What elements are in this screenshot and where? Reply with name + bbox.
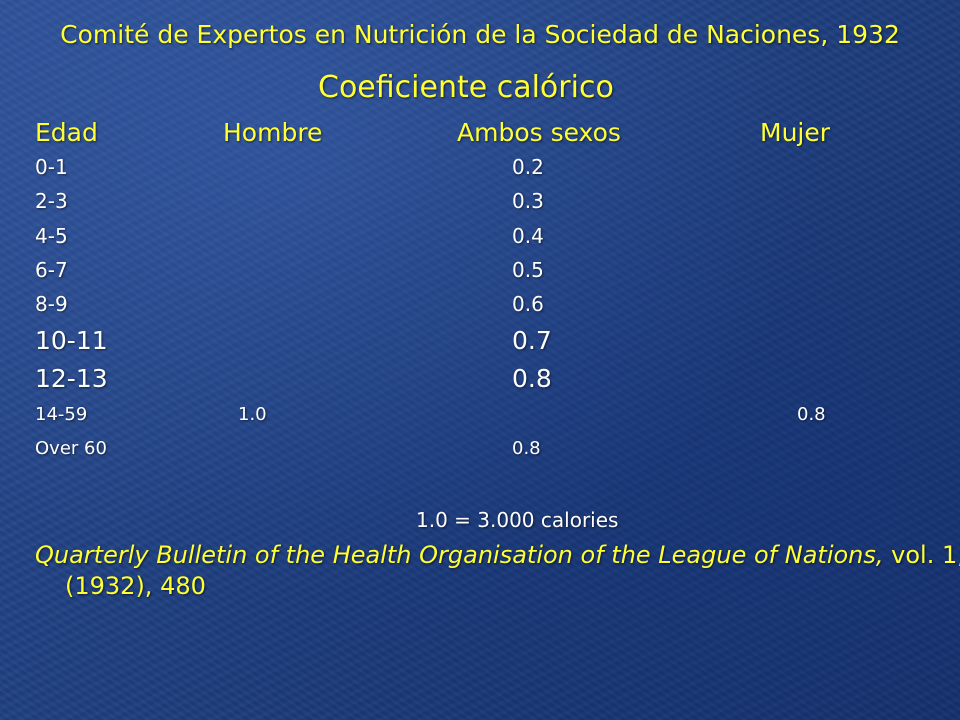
- row-age: 2-3: [35, 189, 68, 213]
- table-header-female: Mujer: [760, 118, 831, 147]
- slide-subtitle: Coeficiente calórico: [318, 70, 614, 105]
- row-age: Over 60: [35, 438, 107, 459]
- row-both-sexes: 0.3: [512, 189, 544, 213]
- row-both-sexes: 0.2: [512, 155, 544, 179]
- row-age: 0-1: [35, 155, 68, 179]
- citation: Quarterly Bulletin of the Health Organis…: [35, 540, 960, 602]
- row-male: 1.0: [238, 404, 267, 425]
- calorie-note: 1.0 = 3.000 calories: [416, 508, 619, 532]
- row-age: 10-11: [35, 326, 108, 355]
- row-both-sexes: 0.4: [512, 224, 544, 248]
- row-both-sexes: 0.5: [512, 258, 544, 282]
- row-age: 4-5: [35, 224, 68, 248]
- table-header-age: Edad: [35, 118, 98, 147]
- citation-details: vol. 1, (1932), 480: [65, 541, 960, 600]
- row-age: 6-7: [35, 258, 68, 282]
- row-both-sexes: 0.8: [512, 438, 541, 459]
- row-age: 8-9: [35, 292, 68, 316]
- row-female: 0.8: [797, 404, 826, 425]
- row-both-sexes: 0.7: [512, 326, 552, 355]
- citation-title: Quarterly Bulletin of the Health Organis…: [35, 541, 884, 569]
- table-header-male: Hombre: [223, 118, 323, 147]
- table-header-both: Ambos sexos: [457, 118, 621, 147]
- row-both-sexes: 0.6: [512, 292, 544, 316]
- row-both-sexes: 0.8: [512, 364, 552, 393]
- row-age: 12-13: [35, 364, 108, 393]
- row-age: 14-59: [35, 404, 88, 425]
- slide-title: Comité de Expertos en Nutrición de la So…: [60, 20, 900, 49]
